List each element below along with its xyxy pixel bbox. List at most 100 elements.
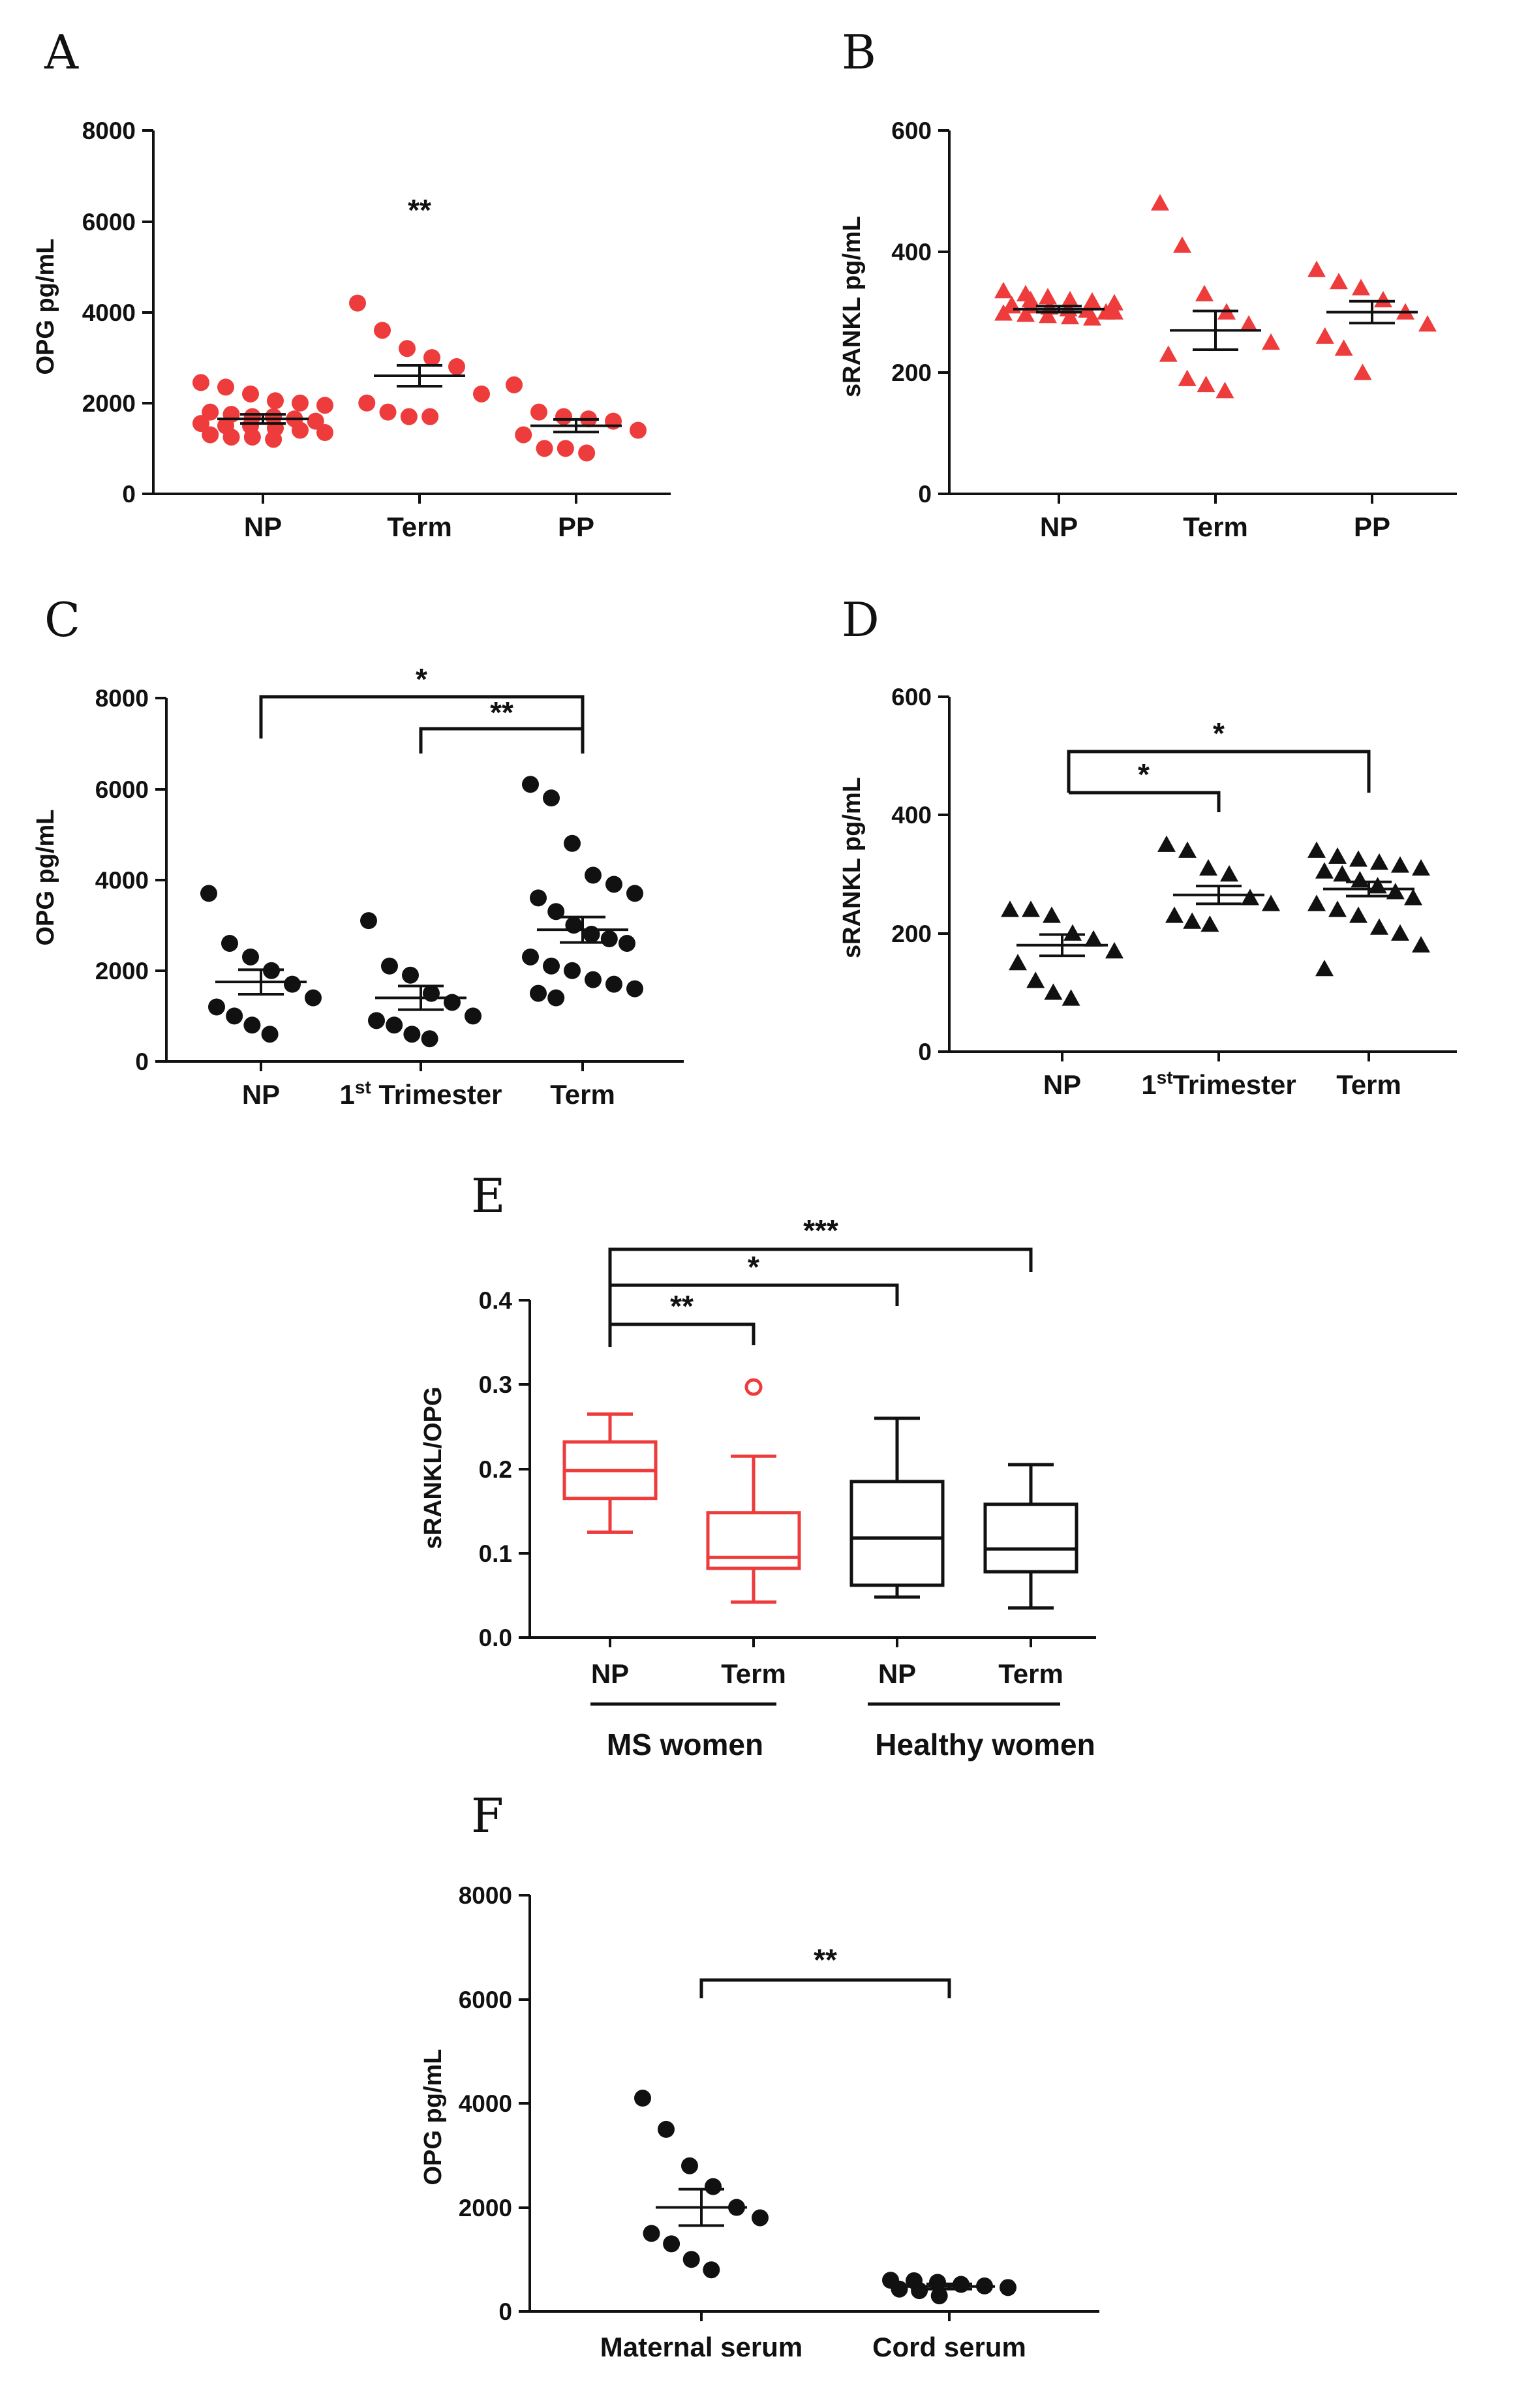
data-point: [522, 948, 539, 966]
data-point: [564, 834, 581, 852]
cat-number: 1: [339, 1079, 354, 1110]
data-point: [1307, 841, 1326, 858]
data-point: [1083, 309, 1101, 326]
data-point: [626, 885, 643, 902]
data-point: [583, 926, 600, 943]
panel-letter-f: F: [471, 1788, 504, 1843]
data-point: [1173, 236, 1191, 253]
data-point: [1353, 363, 1372, 380]
x-category-label: Term: [998, 1658, 1063, 1689]
data-point: [1240, 315, 1258, 332]
data-point: [381, 957, 398, 975]
box: [983, 1502, 1078, 1574]
data-point: [1315, 960, 1334, 977]
x-category-label: 1stTrimester: [1141, 1067, 1296, 1100]
y-tick-label: 0.4: [479, 1287, 513, 1314]
data-point: [1000, 2279, 1016, 2296]
data-point: [1009, 954, 1027, 971]
cat-text: Trimester: [1173, 1069, 1296, 1100]
data-point: [705, 2178, 722, 2195]
data-point: [605, 412, 622, 430]
data-point: [682, 2251, 700, 2268]
data-point: [1307, 260, 1326, 277]
x-category-label: NP: [242, 1079, 280, 1110]
data-point: [1021, 290, 1040, 308]
y-tick-label: 400: [891, 802, 932, 829]
data-point: [1412, 936, 1430, 953]
data-point: [643, 2225, 660, 2242]
y-axis-label: sRANKL/OPG: [420, 1386, 447, 1549]
x-category-label: Term: [550, 1079, 615, 1110]
data-point: [307, 412, 324, 430]
data-point: [284, 975, 301, 993]
data-point: [292, 394, 309, 412]
data-point: [1001, 900, 1019, 917]
x-category-label: PP: [1354, 511, 1390, 542]
data-point: [1215, 382, 1234, 399]
x-category-label: NP: [1040, 511, 1078, 542]
y-axis-label: OPG pg/mL: [420, 2049, 447, 2186]
data-point: [292, 421, 309, 439]
panel-letter-c: C: [44, 592, 80, 647]
data-point: [192, 374, 209, 391]
data-point: [605, 975, 622, 993]
data-point: [316, 397, 333, 414]
y-tick-label: 8000: [82, 117, 136, 144]
data-point: [1044, 983, 1063, 1000]
x-category-label: Maternal serum: [600, 2332, 802, 2362]
panel-b: B sRANKL pg/mL 0 200 400 600 NP Term PP: [838, 25, 1457, 542]
data-point: [1157, 835, 1176, 852]
data-point: [421, 1030, 438, 1048]
x-category-label: Cord serum: [872, 2332, 1026, 2362]
significance-bracket: [608, 1247, 1033, 1347]
y-tick-label: 8000: [459, 1882, 512, 1909]
x-category-label: 1st Trimester: [339, 1077, 502, 1110]
x-category-label: Term: [387, 511, 452, 542]
data-point: [1412, 859, 1430, 876]
data-point: [368, 1012, 385, 1029]
data-point: [1105, 941, 1123, 959]
data-point: [585, 971, 602, 988]
data-point: [226, 1007, 243, 1025]
panel-letter-a: A: [44, 25, 79, 80]
data-point: [891, 2280, 908, 2298]
data-point: [585, 866, 602, 884]
significance-bracket: [259, 695, 585, 739]
data-point: [1315, 862, 1334, 879]
data-point: [1159, 345, 1178, 362]
data-point: [265, 431, 283, 448]
y-tick-label: 0: [135, 1048, 149, 1075]
y-tick-label: 2000: [82, 390, 136, 417]
data-point: [360, 912, 377, 930]
data-point: [243, 1016, 261, 1034]
y-tick-label: 2000: [95, 958, 149, 984]
data-point: [530, 403, 547, 421]
data-point: [1039, 288, 1057, 305]
data-point: [1043, 906, 1061, 923]
y-tick-label: 600: [891, 684, 932, 710]
data-point: [1330, 273, 1348, 290]
significance-bracket: [610, 1283, 899, 1306]
significance-label: **: [670, 1289, 694, 1323]
box: [849, 1480, 945, 1587]
data-point: [600, 930, 618, 948]
data-point: [386, 1016, 403, 1034]
panel-f: F OPG pg/mL 0 2000 4000 6000 8000 Matern…: [420, 1788, 1099, 2362]
data-point: [1199, 859, 1217, 876]
data-point: [421, 408, 439, 425]
data-point: [222, 428, 240, 446]
significance-bracket: [699, 1978, 951, 1998]
significance-bracket: [419, 727, 585, 754]
y-axis-label: sRANKL pg/mL: [838, 777, 866, 958]
significance-label: **: [814, 1943, 837, 1977]
data-point: [1307, 894, 1326, 911]
data-point: [1061, 290, 1079, 308]
x-category-label: NP: [244, 511, 282, 542]
data-point: [663, 2235, 680, 2253]
data-point: [374, 322, 391, 339]
significance-bracket: [1067, 750, 1371, 793]
data-point: [217, 378, 234, 396]
data-point: [630, 421, 647, 439]
data-point: [1391, 924, 1409, 941]
x-category-label: NP: [878, 1658, 916, 1689]
